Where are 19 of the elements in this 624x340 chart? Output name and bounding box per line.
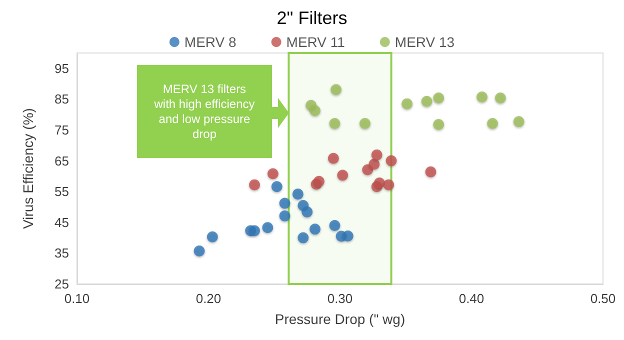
y-tick-label: 95: [54, 60, 69, 76]
y-axis-title: Virus Efficiency (%): [20, 108, 36, 229]
y-tick-label: 65: [54, 153, 69, 168]
y-tick-label: 55: [54, 184, 69, 200]
legend-label: MERV 11: [286, 34, 346, 50]
y-tick-label: 25: [54, 276, 69, 292]
y-tick-label: 45: [54, 214, 69, 230]
x-axis-title: Pressure Drop (" wg): [274, 311, 406, 327]
legend-label: MERV 8: [184, 34, 237, 50]
y-tick-label: 75: [54, 122, 69, 138]
y-tick-label: 35: [54, 246, 69, 261]
legend-label: MERV 13: [394, 34, 455, 50]
x-tick-label: 0.10: [64, 291, 90, 306]
chart-title: 2" Filters: [276, 8, 348, 28]
x-tick-label: 0.20: [196, 291, 222, 306]
x-tick-label: 0.50: [590, 291, 616, 306]
x-tick-label: 0.30: [327, 291, 353, 306]
y-tick-label: 85: [54, 92, 69, 107]
x-tick-label: 0.40: [458, 291, 484, 306]
